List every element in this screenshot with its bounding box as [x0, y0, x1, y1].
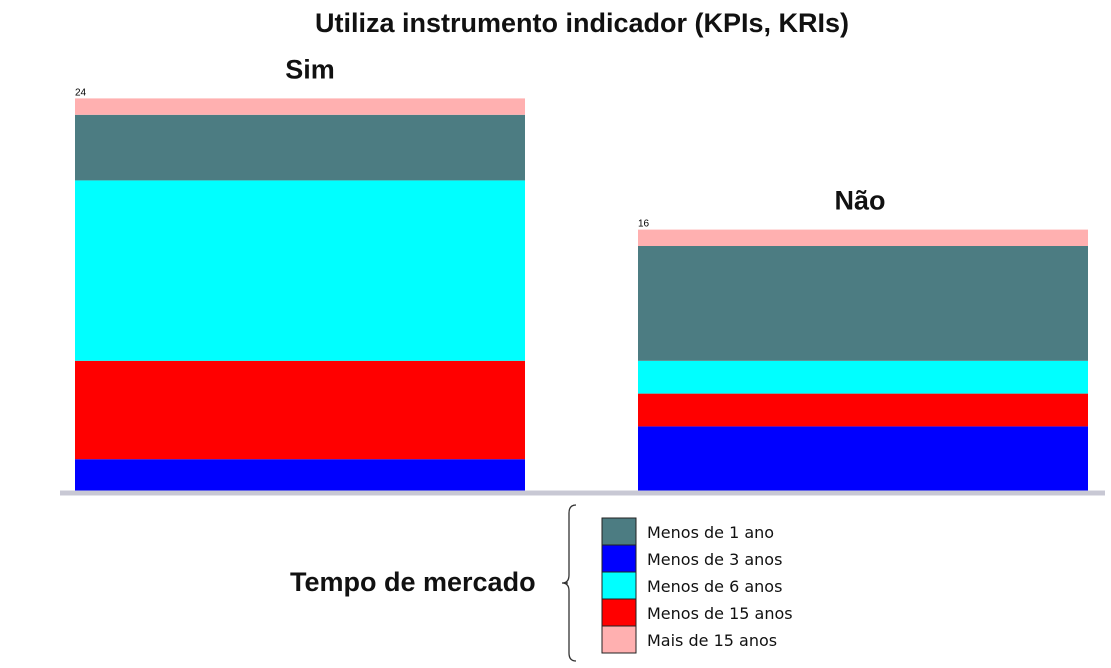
legend-label-0: Menos de 1 ano [647, 523, 774, 542]
category-label-0: Sim [285, 54, 335, 84]
legend-swatch-2 [601, 571, 637, 600]
legend-swatch-3 [601, 598, 637, 627]
legend-label-1: Menos de 3 anos [647, 550, 782, 569]
legend-swatch-0 [601, 517, 637, 546]
bar-segment-0-3 [75, 114, 525, 181]
bar-segment-0-1 [75, 360, 525, 460]
legend-swatch-1 [601, 544, 637, 573]
bar-total-label-1: 16 [638, 219, 650, 230]
legend-swatch-4 [601, 625, 637, 654]
legend-items: Menos de 1 ano Menos de 3 anos Menos de 6 … [601, 517, 793, 654]
legend-label-3: Menos de 15 anos [647, 604, 793, 623]
bars-group: 24 Sim 16 Não [75, 54, 1088, 492]
category-label-1: Não [834, 186, 885, 216]
bar-segment-1-2 [638, 360, 1088, 394]
bar-segment-0-0 [75, 459, 525, 492]
bar-segment-1-3 [638, 246, 1088, 361]
bar-segment-0-4 [75, 98, 525, 115]
legend-title: Tempo de mercado [290, 567, 536, 597]
legend-label-4: Mais de 15 anos [647, 631, 777, 650]
bar-segment-0-2 [75, 180, 525, 361]
legend-label-2: Menos de 6 anos [647, 577, 782, 596]
bar-segment-1-1 [638, 393, 1088, 427]
bar-total-label-0: 24 [75, 87, 87, 98]
chart-title: Utiliza instrumento indicador (KPIs, KRI… [315, 8, 849, 38]
bar-segment-1-4 [638, 229, 1088, 246]
legend-brace [561, 504, 577, 662]
bar-segment-1-0 [638, 426, 1088, 492]
